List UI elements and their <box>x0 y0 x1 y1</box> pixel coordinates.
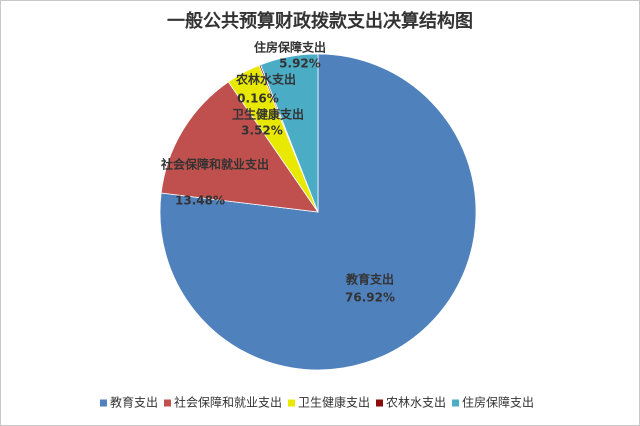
slice-label: 卫生健康支出 <box>232 107 304 122</box>
slice-value-label: 5.92% <box>279 57 321 71</box>
legend-swatch <box>376 399 384 407</box>
chart-title: 一般公共预算财政拨款支出决算结构图 <box>167 10 473 32</box>
slice-value-label: 76.92% <box>345 291 395 305</box>
legend-label: 住房保障支出 <box>462 395 534 410</box>
slice-label: 社会保障和就业支出 <box>160 157 269 172</box>
pie-slice <box>260 53 319 213</box>
legend-label: 农林水支出 <box>386 396 446 410</box>
data-labels: 教育支出 76.92% 社会保障和就业支出 13.48% 卫生健康支出 3.52% 农林水支… <box>160 40 395 305</box>
legend-swatch <box>452 399 460 407</box>
slice-label: 住房保障支出 <box>254 40 326 55</box>
pie <box>159 53 477 371</box>
legend-label: 社会保障和就业支出 <box>174 395 282 410</box>
legend-label: 卫生健康支出 <box>298 395 370 410</box>
pie-slice <box>160 81 319 213</box>
legend-label: 教育支出 <box>110 395 158 410</box>
slice-value-label: 13.48% <box>175 194 225 208</box>
legend-swatch <box>287 399 295 407</box>
slice-label: 农林水支出 <box>235 72 296 87</box>
slice-label: 教育支出 <box>345 272 394 287</box>
legend: 教育支出 社会保障和就业支出 卫生健康支出 农林水支出 住房保障支出 <box>99 395 534 410</box>
pie-slice <box>159 53 477 371</box>
slice-value-label: 3.52% <box>241 124 283 138</box>
slice-value-label: 0.16% <box>237 92 279 106</box>
legend-swatch <box>99 399 107 407</box>
legend-swatch <box>163 399 171 407</box>
